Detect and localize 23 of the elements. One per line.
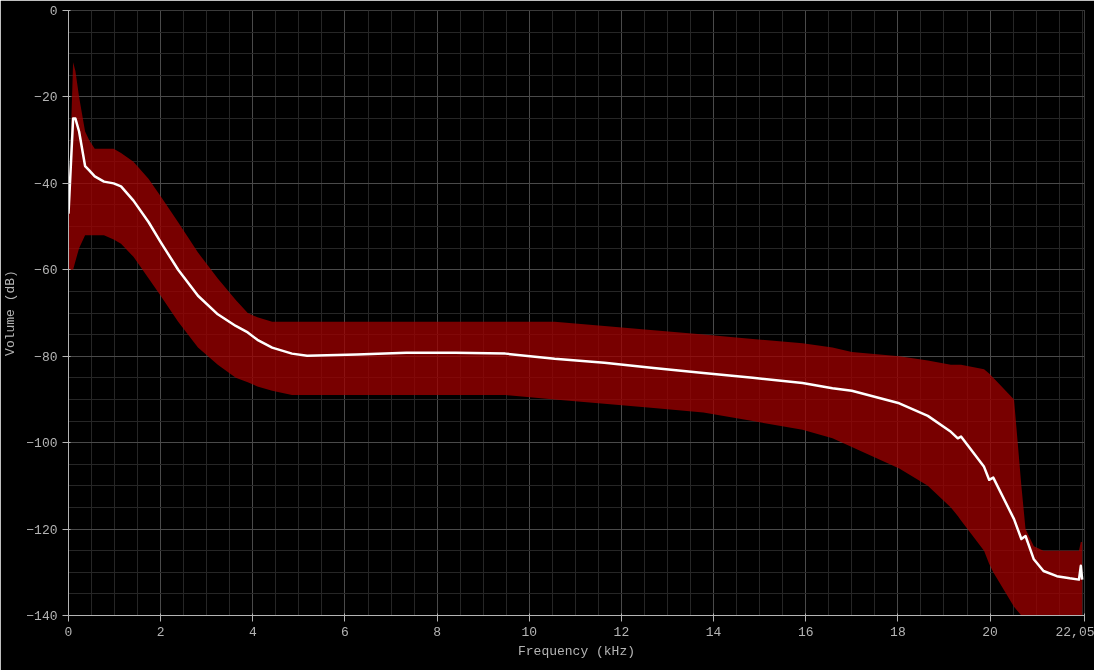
line-series bbox=[68, 117, 1084, 581]
y-tick-label: 0 bbox=[49, 4, 58, 19]
x-tick-label: 10 bbox=[521, 624, 538, 640]
x-tick-label: 12 bbox=[613, 624, 630, 640]
y-tick-label: −20 bbox=[34, 90, 58, 106]
y-tick-label: −40 bbox=[34, 176, 58, 192]
x-tick-label: 4 bbox=[248, 624, 257, 640]
x-tick-label: 8 bbox=[433, 624, 442, 640]
x-tick-label: 6 bbox=[341, 624, 349, 640]
x-tick-label: 18 bbox=[890, 624, 906, 640]
x-tick-label: 20 bbox=[982, 624, 998, 640]
x-tick-label: 0 bbox=[64, 624, 73, 640]
y-tick-label: −80 bbox=[34, 349, 58, 365]
x-tick-label: 2 bbox=[156, 624, 165, 640]
x-tick-label: 16 bbox=[797, 624, 814, 640]
y-tick-label: −120 bbox=[26, 522, 58, 538]
x-tick-label: 22,05 bbox=[1055, 624, 1094, 640]
x-axis-title: Frequency (kHz) bbox=[517, 643, 636, 659]
y-tick-label: −140 bbox=[26, 609, 58, 624]
x-tick-label: 14 bbox=[705, 624, 722, 640]
y-axis-title: Volume (dB) bbox=[3, 270, 19, 356]
y-tick-label: −100 bbox=[26, 436, 58, 452]
y-tick-label: −60 bbox=[34, 263, 58, 279]
